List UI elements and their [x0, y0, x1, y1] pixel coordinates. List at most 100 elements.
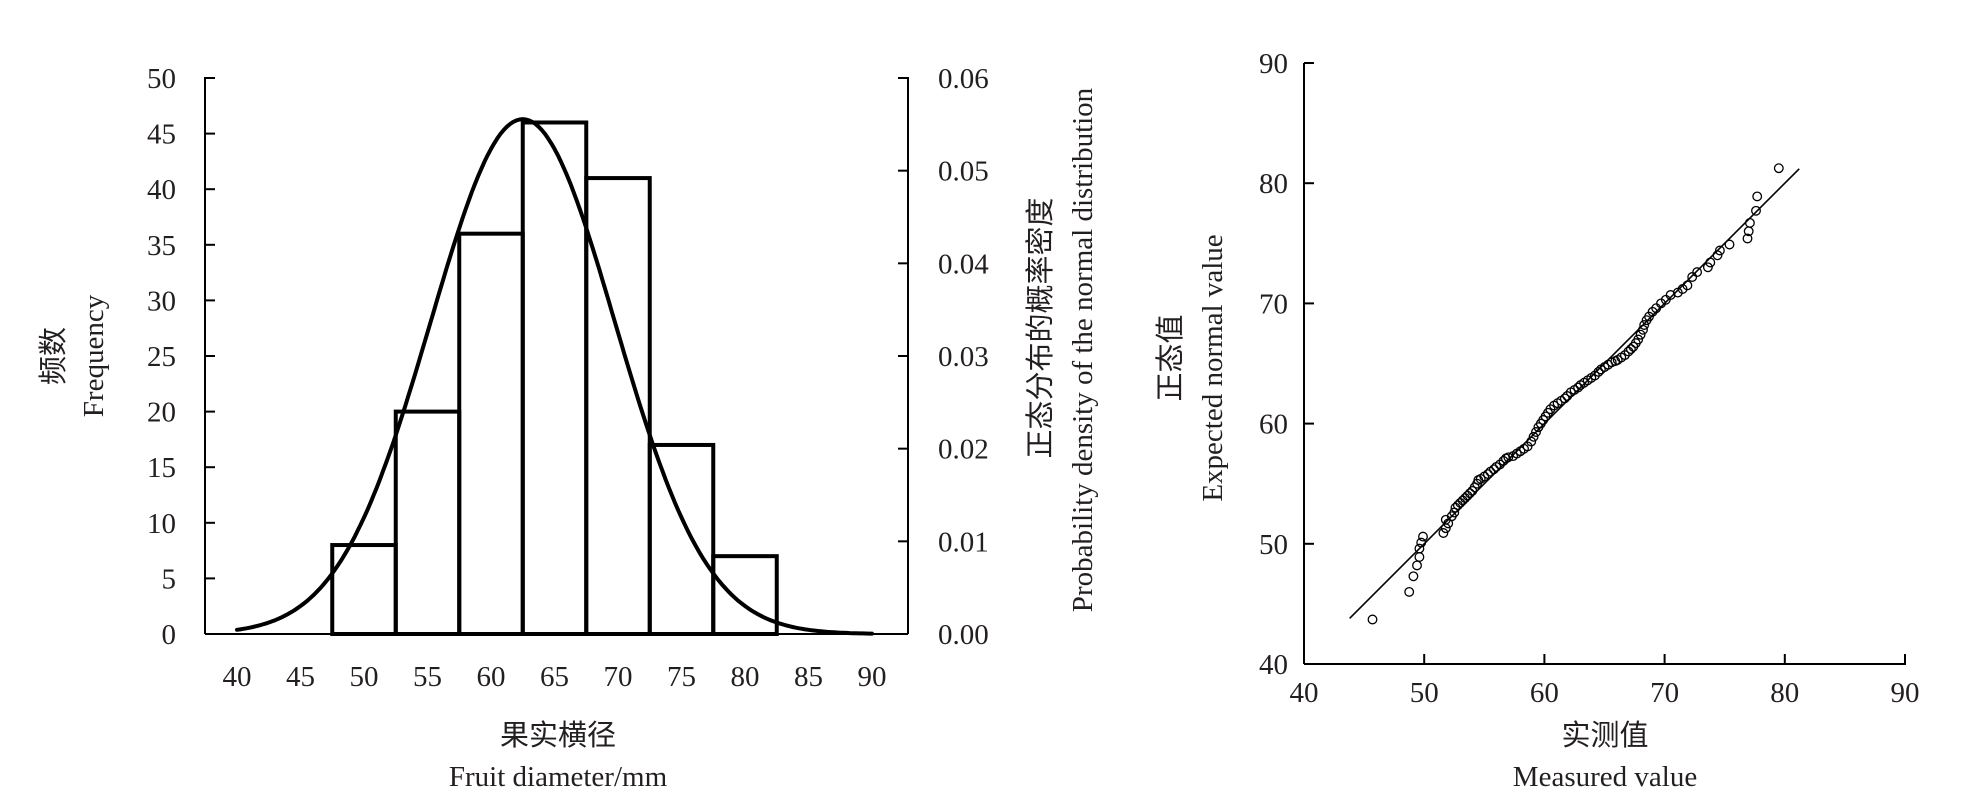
x-tick-label: 70	[604, 661, 633, 693]
y-tick-label: 20	[147, 397, 176, 429]
qq-point	[1418, 531, 1428, 542]
y-tick-label: 25	[147, 341, 176, 373]
y-tick-label: 0	[162, 619, 177, 651]
qq-x-tick-label: 40	[1290, 677, 1319, 709]
qq-point	[1494, 459, 1505, 470]
y2-axis-title: Probability density of the normal distri…	[1067, 87, 1099, 612]
y-tick-label: 15	[147, 452, 176, 484]
y2-axis-title-cn: 正态分布的概率密度	[1024, 197, 1057, 458]
y2-tick-label: 0.02	[938, 434, 989, 466]
qq-point	[1633, 334, 1644, 345]
y-tick-label: 50	[147, 63, 176, 95]
qq-point	[1619, 350, 1630, 361]
qq-point	[1573, 382, 1584, 393]
qq-point	[1482, 469, 1493, 480]
qq-point	[1559, 393, 1570, 404]
qq-point	[1682, 280, 1693, 291]
qq-x-ticks: 40 50 60 70 80 90	[1290, 654, 1920, 709]
y-axis-title: Frequency	[78, 294, 110, 417]
y-tick-label: 35	[147, 230, 176, 262]
qq-point	[1687, 272, 1698, 282]
qq-point	[1462, 490, 1473, 501]
qq-x-tick-label: 90	[1891, 677, 1920, 709]
histogram-bar	[457, 231, 525, 636]
right-y-ticks: 0.00 0.01 0.02 0.03 0.04 0.05 0.06	[898, 63, 989, 651]
x-tick-label: 85	[794, 661, 823, 693]
histogram-bar	[393, 409, 462, 636]
x-tick-label: 75	[667, 661, 696, 693]
qq-point	[1692, 267, 1703, 278]
x-tick-label: 55	[413, 661, 442, 693]
y-tick-label: 45	[147, 119, 176, 151]
qq-point	[1751, 205, 1761, 216]
y2-tick-label: 0.00	[938, 619, 989, 651]
qq-point	[1752, 191, 1763, 202]
qq-x-axis-title-cn: 实测值	[1561, 719, 1648, 752]
y-tick-label: 5	[162, 563, 177, 595]
normal-curve	[235, 117, 874, 636]
qq-y-tick-label: 90	[1259, 48, 1288, 80]
qq-x-axis-title: Measured value	[1513, 761, 1697, 793]
qq-point	[1724, 239, 1735, 250]
qq-point	[1714, 245, 1725, 256]
qq-point	[1455, 497, 1466, 508]
qq-point	[1625, 344, 1636, 355]
x-tick-label: 50	[350, 661, 379, 693]
y-axis-title-cn: 频数	[37, 327, 70, 385]
qq-point	[1638, 324, 1648, 335]
qq-point	[1702, 262, 1713, 273]
qq-y-ticks: 40 50 60 70 80 90	[1259, 48, 1314, 681]
qq-point	[1457, 495, 1468, 506]
qq-point	[1404, 586, 1415, 597]
qq-x-tick-label: 50	[1410, 677, 1439, 709]
qq-point	[1416, 537, 1427, 548]
histogram-bar	[711, 554, 779, 636]
qq-point	[1705, 257, 1716, 268]
qq-point	[1452, 500, 1463, 511]
qq-point	[1665, 290, 1676, 300]
qq-y-tick-label: 70	[1259, 288, 1288, 320]
qq-point	[1367, 614, 1378, 625]
qq-y-tick-label: 60	[1259, 409, 1288, 441]
qq-point	[1438, 528, 1449, 538]
qq-point	[1414, 543, 1425, 554]
y-tick-label: 40	[147, 174, 176, 206]
qq-point	[1488, 464, 1499, 475]
x-tick-label: 90	[858, 661, 887, 693]
x-tick-label: 40	[223, 661, 252, 693]
x-tick-labels: 40 45 50 55 60 65 70 75 80 85 90	[223, 661, 887, 693]
y2-tick-label: 0.05	[938, 156, 989, 188]
qq-y-axis-title-cn: 正态值	[1154, 314, 1187, 401]
qq-x-tick-label: 60	[1530, 677, 1559, 709]
qq-point	[1639, 320, 1650, 330]
x-axis-title-cn: 果实横径	[500, 719, 616, 752]
qq-point	[1593, 366, 1604, 377]
qq-point	[1623, 346, 1634, 357]
histogram-bars	[330, 120, 779, 637]
qq-point	[1528, 431, 1539, 442]
y2-tick-label: 0.06	[938, 63, 989, 95]
qq-point	[1589, 370, 1600, 381]
qq-point	[1744, 217, 1755, 228]
qq-point	[1414, 552, 1425, 562]
x-tick-label: 80	[731, 661, 760, 693]
y-tick-label: 30	[147, 285, 176, 317]
qq-point	[1503, 452, 1514, 463]
qq-y-tick-label: 40	[1259, 649, 1288, 681]
qq-points	[1367, 163, 1784, 625]
qq-y-tick-label: 50	[1259, 529, 1288, 561]
qq-y-axis-title: Expected normal value	[1197, 234, 1229, 501]
qq-point	[1545, 404, 1556, 415]
y2-tick-label: 0.04	[938, 248, 989, 280]
y-tick-label: 10	[147, 508, 176, 540]
qq-point	[1412, 560, 1422, 571]
qq-point	[1460, 493, 1471, 504]
qq-y-tick-label: 80	[1259, 168, 1288, 200]
qq-point	[1773, 163, 1784, 174]
x-axis-title: Fruit diameter/mm	[449, 761, 668, 793]
qq-point	[1464, 488, 1475, 499]
histogram-bar	[647, 442, 716, 636]
qq-x-tick-label: 70	[1650, 677, 1679, 709]
